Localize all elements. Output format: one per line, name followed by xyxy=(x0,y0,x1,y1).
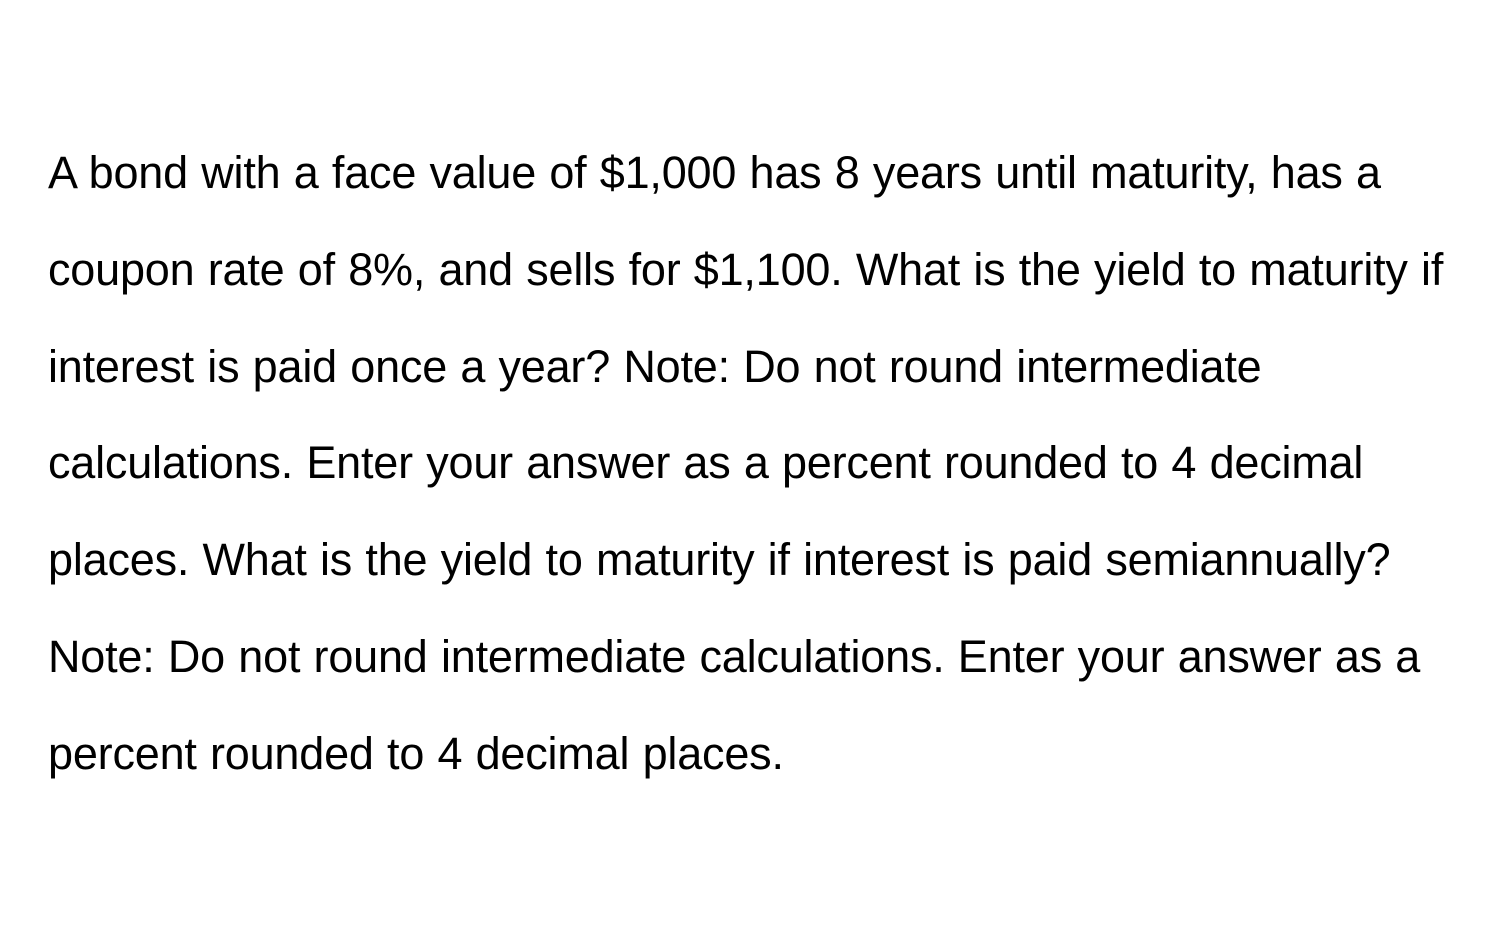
problem-text: A bond with a face value of $1,000 has 8… xyxy=(48,125,1452,802)
document-page: A bond with a face value of $1,000 has 8… xyxy=(0,0,1500,952)
